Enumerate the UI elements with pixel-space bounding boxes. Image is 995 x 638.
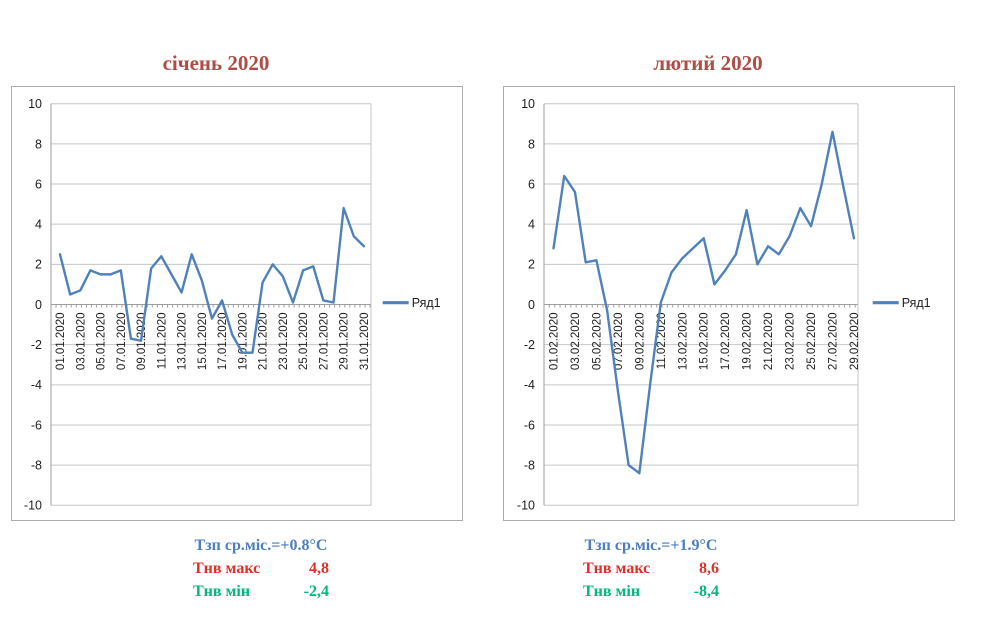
stats-february: Тзп ср.міс.=+1.9°С Тнв макс 8,6 Тнв мін … xyxy=(583,534,719,603)
series-line xyxy=(552,130,856,475)
x-tick-label: 05.02.2020 xyxy=(591,313,603,371)
y-tick-label: -4 xyxy=(524,378,535,392)
x-tick-label: 27.02.2020 xyxy=(827,313,839,371)
x-tick-label: 15.01.2020 xyxy=(197,313,209,371)
x-tick-label: 05.01.2020 xyxy=(96,313,108,371)
stat-min-label: Тнв мін xyxy=(193,583,251,600)
chart-box-january: -10 -8 -6 -4 -2 0 2 4 6 8 10 01.01.2020 03.01.2020 05… xyxy=(11,86,463,521)
y-tick-label: 2 xyxy=(35,258,42,272)
line-chart-february: -10 -8 -6 -4 -2 0 2 4 6 8 10 01.02.2020 03.02.2020 05… xyxy=(517,97,931,513)
y-tick-label: -8 xyxy=(31,459,42,473)
line-chart-january: -10 -8 -6 -4 -2 0 2 4 6 8 10 01.01.2020 03.01.2020 05… xyxy=(24,97,441,513)
x-tick-label: 25.02.2020 xyxy=(806,313,818,371)
stat-max-label: Тнв макс xyxy=(583,560,651,577)
x-tick-label: 01.02.2020 xyxy=(549,313,561,371)
y-tick-label: -6 xyxy=(31,418,42,432)
x-tick-label: 25.01.2020 xyxy=(298,313,310,371)
y-tick-label: 10 xyxy=(521,97,535,111)
stat-max-label: Тнв макс xyxy=(193,560,261,577)
x-tick-label: 27.01.2020 xyxy=(318,313,330,371)
y-tick-label: 0 xyxy=(35,298,42,312)
x-tick-label: 13.02.2020 xyxy=(677,313,689,371)
y-tick-label: -4 xyxy=(31,378,42,392)
legend-label: Ряд1 xyxy=(902,296,931,310)
x-tick-label: 19.02.2020 xyxy=(742,313,754,371)
x-tick-label: 09.02.2020 xyxy=(634,313,646,371)
x-tick-label: 17.01.2020 xyxy=(217,313,229,371)
stat-max-value: 4,8 xyxy=(309,560,329,577)
y-tick-label: -10 xyxy=(24,499,42,513)
y-tick-label: 2 xyxy=(528,258,535,272)
x-tick-label: 19.01.2020 xyxy=(237,313,249,371)
x-tick-label: 23.02.2020 xyxy=(785,313,797,371)
stat-avg-january: Тзп ср.міс.=+0.8°С xyxy=(194,537,328,554)
stat-max-value: 8,6 xyxy=(699,560,719,577)
stat-min-february: Тнв мін -8,4 xyxy=(583,580,719,603)
y-tick-label: -8 xyxy=(524,459,535,473)
chart-box-february: -10 -8 -6 -4 -2 0 2 4 6 8 10 01.02.2020 03.02.2020 05… xyxy=(503,86,955,521)
x-tick-label: 31.01.2020 xyxy=(359,313,371,371)
stats-january: Тзп ср.міс.=+0.8°С Тнв макс 4,8 Тнв мін … xyxy=(193,534,329,603)
stat-max-january: Тнв макс 4,8 xyxy=(193,557,329,580)
series-line xyxy=(58,206,366,354)
x-tick-label: 23.01.2020 xyxy=(278,313,290,371)
stat-min-label: Тнв мін xyxy=(583,583,641,600)
y-tick-label: -6 xyxy=(524,418,535,432)
y-tick-label: 6 xyxy=(35,177,42,191)
x-tick-label: 17.02.2020 xyxy=(720,313,732,371)
y-tick-label: 10 xyxy=(28,97,42,111)
x-tick-label: 11.01.2020 xyxy=(156,313,168,370)
y-tick-label: 8 xyxy=(35,137,42,151)
y-tick-label: -2 xyxy=(31,338,42,352)
x-tick-label: 03.01.2020 xyxy=(75,313,87,371)
y-tick-label: -2 xyxy=(524,338,535,352)
stat-min-value: -8,4 xyxy=(693,583,719,600)
y-tick-label: 4 xyxy=(35,218,42,232)
chart-title-february: лютий 2020 xyxy=(653,51,763,75)
y-tick-label: 6 xyxy=(528,177,535,191)
stat-min-january: Тнв мін -2,4 xyxy=(193,580,329,603)
y-tick-label: 4 xyxy=(528,218,535,232)
x-tick-label: 15.02.2020 xyxy=(699,313,711,371)
stat-max-february: Тнв макс 8,6 xyxy=(583,557,719,580)
x-tick-label: 21.02.2020 xyxy=(763,313,775,371)
x-tick-label: 07.02.2020 xyxy=(613,313,625,371)
x-tick-label: 21.01.2020 xyxy=(258,313,270,371)
stat-avg-february: Тзп ср.міс.=+1.9°С xyxy=(584,537,718,554)
x-tick-label: 13.01.2020 xyxy=(177,313,189,371)
y-tick-label: -10 xyxy=(517,499,535,513)
legend-label: Ряд1 xyxy=(412,296,441,310)
x-tick-label: 29.01.2020 xyxy=(339,313,351,371)
x-tick-label: 03.02.2020 xyxy=(570,313,582,371)
x-tick-label: 01.01.2020 xyxy=(55,313,67,371)
x-tick-label: 29.02.2020 xyxy=(849,313,861,371)
chart-title-january: січень 2020 xyxy=(162,51,270,75)
x-tick-label: 07.01.2020 xyxy=(116,313,128,371)
stat-min-value: -2,4 xyxy=(303,583,329,600)
y-tick-label: 8 xyxy=(528,137,535,151)
y-tick-label: 0 xyxy=(528,298,535,312)
